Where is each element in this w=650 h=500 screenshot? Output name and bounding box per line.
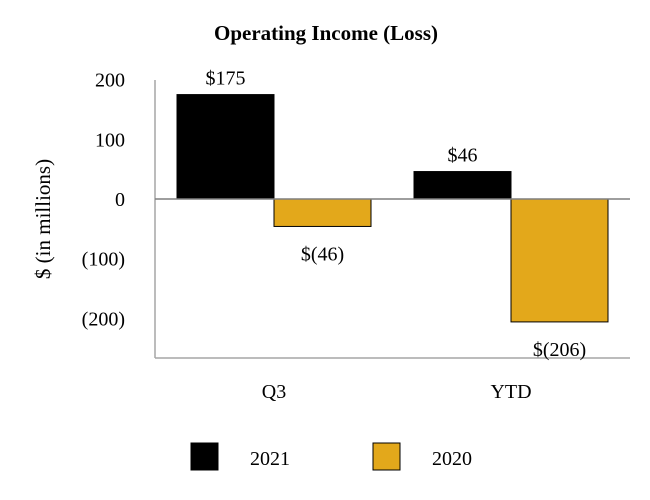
data-label-2021-ytd: $46 xyxy=(448,145,478,167)
chart-title: Operating Income (Loss) xyxy=(214,21,438,45)
data-label-2020-q3: $(46) xyxy=(301,243,344,265)
y-axis-ticks: 200 100 0 (100) (200) xyxy=(82,70,125,331)
bar-2021-q3 xyxy=(176,94,275,200)
legend-label-2020: 2020 xyxy=(432,448,472,470)
legend: 2021 2020 xyxy=(190,442,472,471)
data-label-2021-q3: $175 xyxy=(206,68,246,90)
y-axis-label: $ (in millions) xyxy=(31,159,55,279)
bar-2020-q3 xyxy=(273,198,372,227)
legend-swatch-2021 xyxy=(190,442,219,471)
data-labels: $175 $(46) $46 $(206) xyxy=(206,68,587,361)
y-tick-label: (100) xyxy=(82,249,125,271)
x-axis-categories: Q3 YTD xyxy=(262,381,532,403)
bar-2021-ytd xyxy=(413,171,512,200)
y-tick-label: 200 xyxy=(95,70,125,92)
bar-2020-ytd xyxy=(510,198,609,323)
y-tick-label: (200) xyxy=(82,308,125,330)
category-label-q3: Q3 xyxy=(262,381,286,403)
bars xyxy=(176,94,609,323)
legend-swatch-2020 xyxy=(372,442,401,471)
data-label-2020-ytd: $(206) xyxy=(533,339,586,361)
y-tick-label: 100 xyxy=(95,129,125,151)
category-label-ytd: YTD xyxy=(490,381,531,403)
legend-label-2021: 2021 xyxy=(250,448,290,470)
y-tick-label: 0 xyxy=(115,189,125,211)
